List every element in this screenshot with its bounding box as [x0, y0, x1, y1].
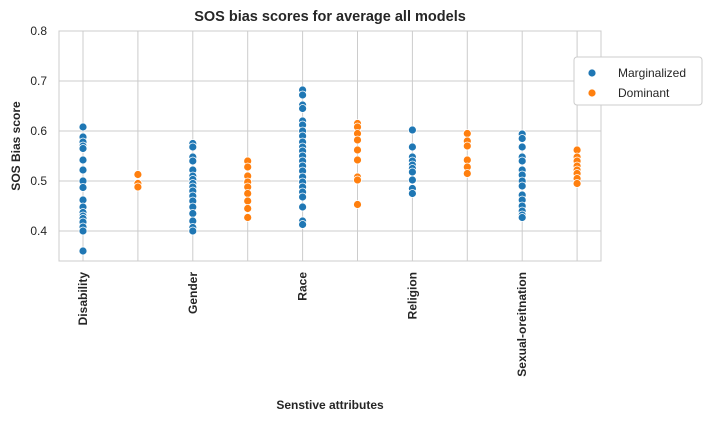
- data-point-dominant: [353, 135, 362, 145]
- data-points: [78, 85, 582, 256]
- legend-box: [573, 56, 703, 106]
- data-point-dominant: [243, 204, 253, 213]
- data-point-marginalized: [78, 226, 88, 236]
- y-axis-label: SOS Bias score: [9, 101, 23, 191]
- x-category-label: Race: [296, 272, 310, 301]
- data-point-marginalized: [407, 125, 417, 135]
- data-point-dominant: [462, 129, 472, 138]
- data-point-marginalized: [78, 246, 88, 256]
- x-category-label: Gender: [186, 272, 200, 314]
- data-point-dominant: [353, 145, 362, 155]
- data-point-marginalized: [78, 165, 88, 175]
- data-point-dominant: [462, 141, 472, 151]
- data-point-marginalized: [298, 220, 308, 229]
- data-point-marginalized: [517, 142, 527, 152]
- data-point-marginalized: [407, 142, 417, 152]
- y-tick-label: 0.6: [30, 124, 47, 138]
- x-category-label: Religion: [405, 272, 419, 319]
- y-axis-ticks: 0.4 0.5 0.6 0.7 0.8: [30, 24, 47, 238]
- data-point-marginalized: [407, 167, 417, 177]
- data-point-dominant: [133, 182, 143, 192]
- x-category-label: Disability: [76, 272, 90, 326]
- data-point-dominant: [243, 213, 253, 222]
- data-point-marginalized: [407, 189, 417, 198]
- y-tick-label: 0.7: [30, 74, 47, 88]
- data-point-marginalized: [188, 209, 198, 218]
- data-point-marginalized: [298, 90, 308, 100]
- data-point-marginalized: [407, 175, 417, 185]
- legend-label: Dominant: [618, 86, 670, 100]
- data-point-marginalized: [78, 122, 88, 132]
- data-point-dominant: [462, 169, 472, 178]
- data-point-marginalized: [298, 202, 308, 212]
- y-tick-label: 0.4: [30, 224, 47, 238]
- chart-title: SOS bias scores for average all models: [194, 9, 466, 25]
- data-point-marginalized: [78, 183, 88, 192]
- data-point-dominant: [133, 170, 143, 179]
- data-point-marginalized: [298, 104, 308, 113]
- data-point-dominant: [243, 196, 253, 206]
- data-point-marginalized: [298, 192, 308, 202]
- legend-label: Marginalized: [618, 66, 686, 80]
- data-point-dominant: [243, 162, 253, 172]
- data-point-marginalized: [78, 155, 88, 165]
- legend: Marginalized Dominant: [573, 56, 703, 106]
- data-point-marginalized: [188, 226, 198, 236]
- data-point-dominant: [353, 155, 362, 165]
- data-point-marginalized: [188, 142, 198, 152]
- legend-marker: [587, 68, 597, 78]
- data-point-dominant: [353, 175, 362, 185]
- data-point-marginalized: [517, 134, 527, 143]
- data-point-marginalized: [517, 156, 527, 166]
- x-axis-label: Senstive attributes: [276, 398, 384, 412]
- data-point-marginalized: [517, 213, 527, 222]
- y-tick-label: 0.8: [30, 24, 47, 38]
- data-point-dominant: [353, 200, 362, 209]
- data-point-marginalized: [188, 156, 198, 166]
- data-point-dominant: [243, 189, 253, 198]
- data-point-dominant: [572, 179, 582, 188]
- x-category-label: Sexual-oreitnation: [515, 272, 529, 377]
- legend-marker: [587, 88, 597, 98]
- y-tick-label: 0.5: [30, 174, 47, 188]
- data-point-marginalized: [517, 181, 527, 191]
- x-axis-categories: Disability Gender Race Religion Sexual-oreit…: [76, 272, 529, 377]
- data-point-marginalized: [78, 144, 88, 153]
- plot-frame: [58, 30, 602, 262]
